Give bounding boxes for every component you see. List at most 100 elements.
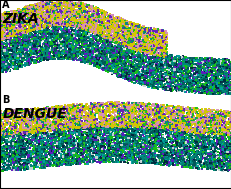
Point xyxy=(36,159,40,162)
Point xyxy=(76,4,79,7)
Point xyxy=(65,139,68,142)
Point xyxy=(155,116,159,119)
Point xyxy=(199,162,203,165)
Point xyxy=(125,25,128,28)
Point xyxy=(159,138,162,141)
Point xyxy=(92,54,96,57)
Point xyxy=(142,75,146,78)
Point xyxy=(44,19,48,22)
Point xyxy=(121,158,125,161)
Point xyxy=(158,114,161,117)
Point xyxy=(168,143,172,146)
Point xyxy=(154,137,158,140)
Point xyxy=(151,49,155,52)
Point xyxy=(215,79,218,82)
Point xyxy=(178,109,182,112)
Point xyxy=(21,34,25,37)
Point xyxy=(56,48,60,51)
Point xyxy=(228,154,231,157)
Point xyxy=(57,23,61,26)
Point xyxy=(145,139,149,142)
Point xyxy=(107,33,111,36)
Point xyxy=(153,57,157,60)
Point xyxy=(98,137,102,140)
Point xyxy=(36,123,40,126)
Point xyxy=(136,29,140,32)
Point xyxy=(188,61,191,64)
Point xyxy=(60,3,63,6)
Point xyxy=(114,64,118,67)
Point xyxy=(52,36,55,39)
Point xyxy=(202,60,205,63)
Point xyxy=(167,126,171,129)
Point xyxy=(155,160,159,163)
Point xyxy=(158,50,161,53)
Point xyxy=(209,135,213,138)
Point xyxy=(64,3,68,6)
Point xyxy=(113,108,116,111)
Point xyxy=(81,125,85,129)
Point xyxy=(76,22,79,25)
Point xyxy=(225,87,228,90)
Point xyxy=(9,43,13,46)
Point xyxy=(174,112,178,115)
Point xyxy=(0,121,2,124)
Point xyxy=(132,136,136,139)
Point xyxy=(117,106,121,109)
Point xyxy=(141,63,145,66)
Point xyxy=(136,127,140,130)
Point xyxy=(22,112,26,115)
Point xyxy=(145,129,149,132)
Point xyxy=(142,111,146,114)
Point xyxy=(15,117,19,120)
Point xyxy=(40,3,43,6)
Point xyxy=(173,124,177,127)
Point xyxy=(128,35,131,38)
Point xyxy=(59,29,62,32)
Point xyxy=(73,55,76,58)
Point xyxy=(125,77,129,81)
Point xyxy=(33,26,36,29)
Point xyxy=(25,46,29,49)
Point xyxy=(133,153,137,156)
Point xyxy=(63,147,67,150)
Point xyxy=(37,9,41,12)
Point xyxy=(16,137,19,140)
Point xyxy=(128,154,131,157)
Point xyxy=(95,20,99,23)
Point xyxy=(205,74,209,77)
Point xyxy=(108,152,112,155)
Point xyxy=(122,33,125,36)
Point xyxy=(114,103,118,106)
Point xyxy=(42,128,46,131)
Point xyxy=(26,130,30,133)
Point xyxy=(145,51,149,54)
Point xyxy=(30,141,34,144)
Point xyxy=(19,51,23,54)
Point xyxy=(186,130,189,133)
Point xyxy=(132,56,135,59)
Point xyxy=(54,125,58,129)
Point xyxy=(222,110,225,113)
Point xyxy=(41,128,44,131)
Point xyxy=(183,154,187,157)
Point xyxy=(7,66,10,69)
Point xyxy=(182,152,186,155)
Point xyxy=(222,77,225,80)
Point xyxy=(119,43,123,46)
Point xyxy=(57,107,61,110)
Point xyxy=(189,58,193,61)
Point xyxy=(159,61,163,64)
Point xyxy=(122,115,125,119)
Point xyxy=(197,71,201,74)
Point xyxy=(227,146,231,149)
Point xyxy=(114,72,118,75)
Point xyxy=(26,142,30,145)
Point xyxy=(87,9,90,12)
Point xyxy=(59,131,63,134)
Point xyxy=(140,34,143,37)
Point xyxy=(212,145,216,148)
Point xyxy=(178,158,182,161)
Point xyxy=(128,140,131,143)
Point xyxy=(103,115,106,118)
